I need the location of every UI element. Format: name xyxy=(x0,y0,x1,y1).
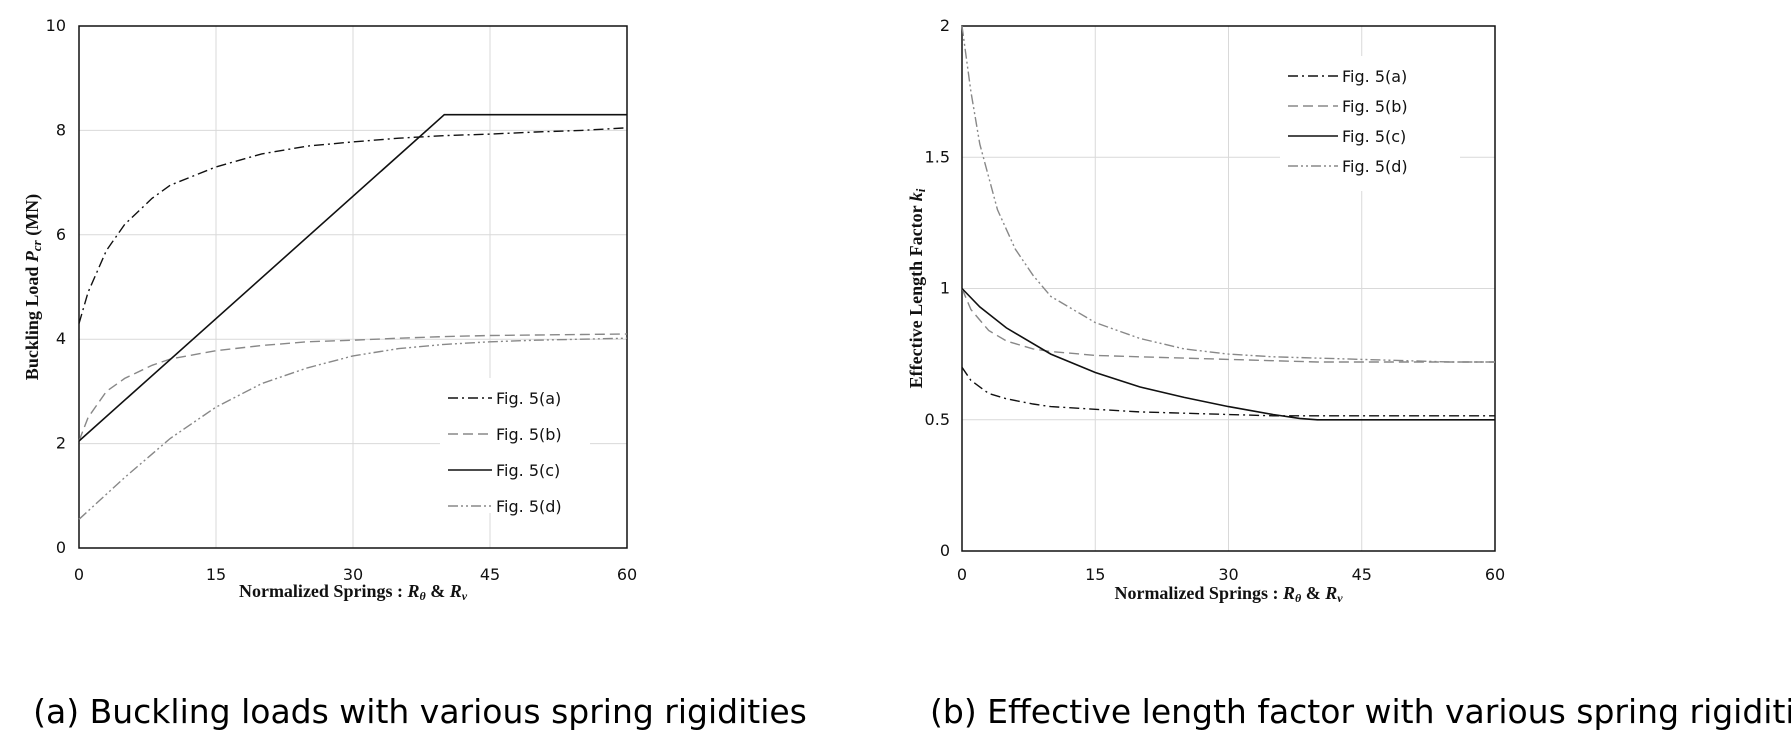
x-tick-label: 60 xyxy=(1485,565,1505,584)
plot-frame xyxy=(78,25,628,549)
series-line-2 xyxy=(78,333,628,442)
chart-b-svg: 0 15 30 45 60 0 0.5 1 1.5 2 Fig. 5(a) Fig. 5(b) Fig.… xyxy=(906,16,1505,605)
caption-a: (a) Buckling loads with various spring r… xyxy=(33,692,807,731)
x-axis-title: Normalized Springs : Rθ & Rv xyxy=(239,581,468,603)
x-tick-label: 15 xyxy=(206,565,226,584)
y-tick-label: 2 xyxy=(56,434,66,453)
x-tick-label: 0 xyxy=(957,565,967,584)
chart-panel-a: 0 15 30 45 60 0 2 4 6 8 10 Fig. 5(a) Fig. 5(b) Fig. 5… xyxy=(22,16,807,731)
legend-label: Fig. 5(d) xyxy=(496,497,562,516)
x-tick-label: 45 xyxy=(480,565,500,584)
series-line-4 xyxy=(78,337,628,520)
caption-b: (b) Effective length factor with various… xyxy=(930,692,1791,731)
y-tick-label: 0 xyxy=(940,541,950,560)
legend-label: Fig. 5(d) xyxy=(1342,157,1408,176)
series-line-2 xyxy=(961,288,1495,363)
y-tick-label: 10 xyxy=(46,16,66,35)
series-line-1 xyxy=(78,127,628,324)
x-tick-label: 15 xyxy=(1085,565,1105,584)
series-line-3 xyxy=(78,113,627,442)
x-tick-label: 60 xyxy=(617,565,637,584)
series-line-4 xyxy=(961,25,1495,363)
y-tick-label: 1 xyxy=(940,279,950,298)
legend-label: Fig. 5(b) xyxy=(496,425,562,444)
legend-box xyxy=(440,378,590,513)
y-tick-label: 8 xyxy=(56,120,66,139)
legend-label: Fig. 5(b) xyxy=(1342,97,1408,116)
chart-panel-b: 0 15 30 45 60 0 0.5 1 1.5 2 Fig. 5(a) Fig. 5(b) Fig.… xyxy=(900,0,1791,749)
y-tick-label: 0.5 xyxy=(925,410,950,429)
series-line-1 xyxy=(961,366,1495,417)
y-tick-label: 1.5 xyxy=(925,147,950,166)
chart-a-svg: 0 15 30 45 60 0 2 4 6 8 10 Fig. 5(a) Fig. 5(b) Fig. 5… xyxy=(22,16,637,603)
legend-label: Fig. 5(c) xyxy=(1342,127,1406,146)
x-tick-label: 30 xyxy=(343,565,363,584)
legend-label: Fig. 5(a) xyxy=(496,389,561,408)
y-tick-label: 2 xyxy=(940,16,950,35)
y-axis-title: Buckling Load Pcr (MN) xyxy=(22,194,44,380)
x-tick-label: 45 xyxy=(1352,565,1372,584)
legend-label: Fig. 5(c) xyxy=(496,461,560,480)
y-tick-label: 0 xyxy=(56,538,66,557)
y-axis-title: Effective Length Factor ki xyxy=(906,188,928,388)
y-tick-label: 4 xyxy=(56,329,66,348)
legend-label: Fig. 5(a) xyxy=(1342,67,1407,86)
x-tick-label: 30 xyxy=(1218,565,1238,584)
legend-box xyxy=(1280,56,1460,191)
y-tick-label: 6 xyxy=(56,225,66,244)
x-tick-label: 0 xyxy=(74,565,84,584)
x-axis-title: Normalized Springs : Rθ & Rv xyxy=(1114,583,1343,605)
series-line-3 xyxy=(961,287,1495,421)
